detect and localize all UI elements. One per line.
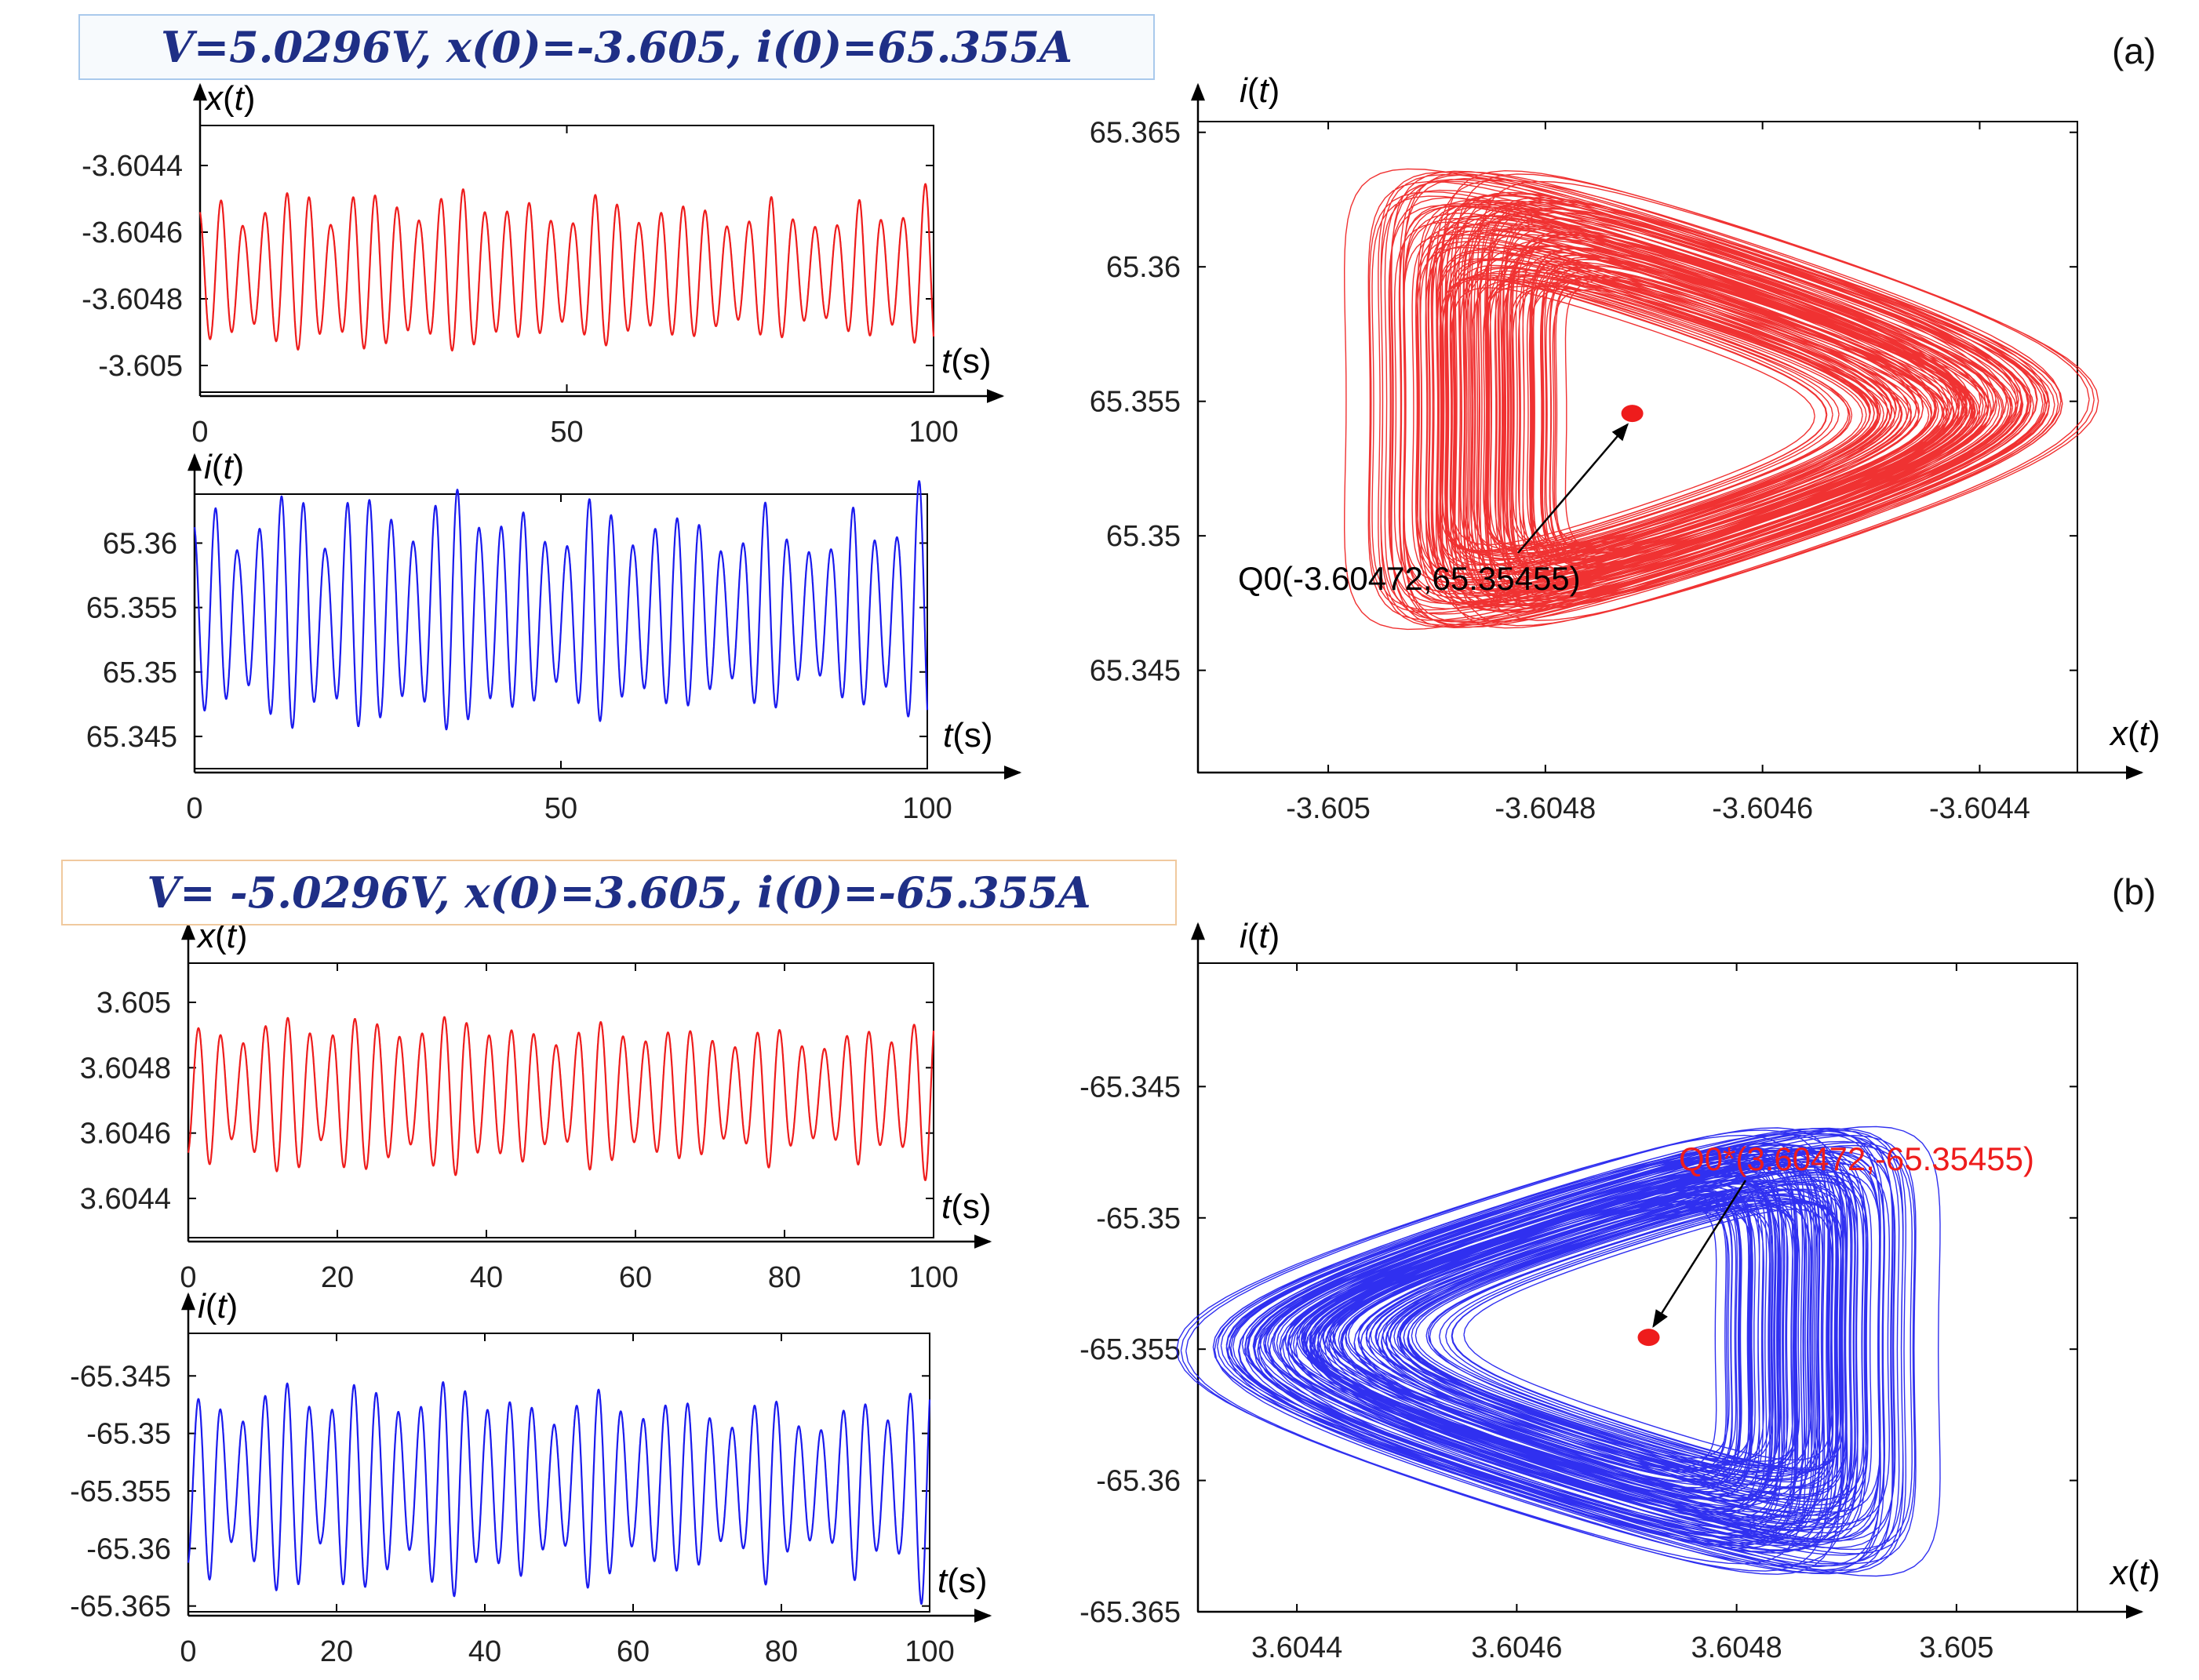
x-axis-label: t(s) — [943, 716, 993, 755]
y-axis-label: i(t) — [204, 448, 244, 486]
x-tick-label: 100 — [908, 1261, 958, 1294]
y-axis-label: i(t) — [198, 1287, 238, 1325]
panel-a-label: (a) — [2112, 31, 2157, 71]
y-tick-label: -65.365 — [1079, 1596, 1181, 1629]
x-tick-label: 0 — [180, 1261, 196, 1294]
y-tick-label: 65.365 — [1090, 117, 1181, 150]
y-tick-label: -65.36 — [1096, 1465, 1181, 1498]
y-axis-label: x(t) — [204, 79, 256, 118]
x-tick-label: -3.6048 — [1495, 792, 1596, 825]
y-tick-label: -65.365 — [70, 1591, 171, 1624]
x-tick-label: 0 — [180, 1635, 196, 1668]
x-axis-label: x(t) — [2109, 715, 2161, 753]
x-axis-label: x(t) — [2109, 1554, 2161, 1592]
equilibrium-label: Q0*(3.60472,-65.35455) — [1679, 1140, 2034, 1177]
panel-b-label: (b) — [2112, 871, 2157, 912]
y-tick-label: -3.605 — [98, 350, 183, 383]
attractor-trajectory — [1343, 168, 2099, 631]
x-tick-label: 3.6046 — [1471, 1631, 1562, 1664]
panel-b-header: V= -5.0296V, x(0)=3.605, i(0)=-65.355A — [61, 860, 1177, 925]
y-tick-label: -65.36 — [86, 1533, 171, 1565]
x-tick-label: 100 — [908, 416, 958, 449]
y-tick-label: 65.36 — [1106, 251, 1181, 284]
panel-a-header: V=5.0296V, x(0)=-3.605, i(0)=65.355A — [78, 14, 1155, 80]
x-axis-label: t(s) — [937, 1562, 988, 1600]
y-tick-label: -65.35 — [86, 1418, 171, 1451]
y-tick-label: 3.6048 — [80, 1052, 171, 1085]
chart-a-x: t(s) x(t) 0 50 100 -3.6044 -3.6046 -3.6048 -3.60… — [82, 79, 1005, 449]
x-tick-label: 3.6044 — [1251, 1631, 1342, 1664]
y-tick-label: -65.35 — [1096, 1202, 1181, 1235]
chart-b-phase: x(t) i(t) 3.6044 3.6046 3.6048 3.605 -65.345 -6… — [1079, 917, 2160, 1664]
x-tick-label: 50 — [550, 416, 583, 449]
y-tick-label: 65.355 — [1090, 386, 1181, 419]
x-tick-label: 100 — [905, 1635, 954, 1668]
y-tick-label: 65.345 — [1090, 655, 1181, 688]
x-axis-label: t(s) — [941, 342, 992, 380]
y-tick-label: -3.6048 — [82, 283, 183, 316]
y-tick-label: 65.345 — [86, 721, 177, 754]
y-tick-label: 65.355 — [86, 592, 177, 625]
x-tick-label: 80 — [765, 1635, 798, 1668]
x-tick-label: 100 — [902, 792, 952, 825]
y-tick-label: -65.355 — [1079, 1333, 1181, 1366]
plot-frame — [199, 125, 934, 393]
x-tick-label: 60 — [617, 1635, 650, 1668]
equilibrium-arrow — [1652, 1180, 1747, 1329]
series-line-i(t) — [187, 1380, 931, 1605]
chart-b-i: t(s) i(t) 0 20 40 60 80 100 -65.345 -65.35 -65.355… — [70, 1287, 992, 1668]
attractor-trajectory — [1176, 1125, 1941, 1577]
x-tick-label: 80 — [768, 1261, 801, 1294]
chart-a-phase: x(t) i(t) -3.605 -3.6048 -3.6046 -3.6044 65.36… — [1090, 71, 2161, 825]
y-axis-label: i(t) — [1240, 71, 1280, 110]
equilibrium-point-marker — [1637, 1329, 1660, 1347]
y-tick-label: 65.35 — [1106, 520, 1181, 553]
x-tick-label: 50 — [544, 792, 577, 825]
y-tick-label: -65.345 — [1079, 1071, 1181, 1104]
series-line-x(t) — [187, 1016, 935, 1181]
chart-a-i: t(s) i(t) 0 50 100 65.36 65.355 65.35 65.345 — [86, 448, 1022, 825]
y-tick-label: 3.6046 — [80, 1118, 171, 1151]
x-tick-label: 40 — [470, 1261, 503, 1294]
y-tick-label: 3.605 — [96, 987, 171, 1020]
y-tick-label: 3.6044 — [80, 1183, 171, 1216]
series-line-i(t) — [193, 480, 929, 731]
x-tick-label: -3.6046 — [1712, 792, 1813, 825]
x-tick-label: 3.6048 — [1691, 1631, 1782, 1664]
x-tick-label: 20 — [321, 1261, 354, 1294]
x-axis-label: t(s) — [941, 1187, 992, 1226]
series-line-x(t) — [198, 183, 935, 352]
x-tick-label: -3.605 — [1286, 792, 1371, 825]
x-tick-label: 60 — [619, 1261, 652, 1294]
x-tick-label: 20 — [320, 1635, 353, 1668]
y-axis-label: i(t) — [1240, 917, 1280, 955]
x-tick-label: 0 — [191, 416, 208, 449]
y-tick-label: -65.355 — [70, 1475, 171, 1508]
equilibrium-label: Q0(-3.60472,65.35455) — [1238, 560, 1581, 597]
y-tick-label: -65.345 — [70, 1360, 171, 1393]
equilibrium-arrow — [1517, 423, 1629, 554]
y-tick-label: 65.36 — [103, 527, 177, 560]
y-tick-label: -3.6046 — [82, 216, 183, 249]
x-tick-label: -3.6044 — [1929, 792, 2030, 825]
chart-b-x: t(s)x(t)0 20 40 60 80 1003.6053.60483.60463.6… — [80, 917, 992, 1294]
plot-frame — [187, 962, 934, 1238]
y-tick-label: 65.35 — [103, 656, 177, 689]
equilibrium-point-marker — [1621, 405, 1644, 423]
x-tick-label: 40 — [468, 1635, 501, 1668]
x-tick-label: 0 — [186, 792, 202, 825]
y-tick-label: -3.6044 — [82, 150, 183, 183]
x-tick-label: 3.605 — [1919, 1631, 1993, 1664]
